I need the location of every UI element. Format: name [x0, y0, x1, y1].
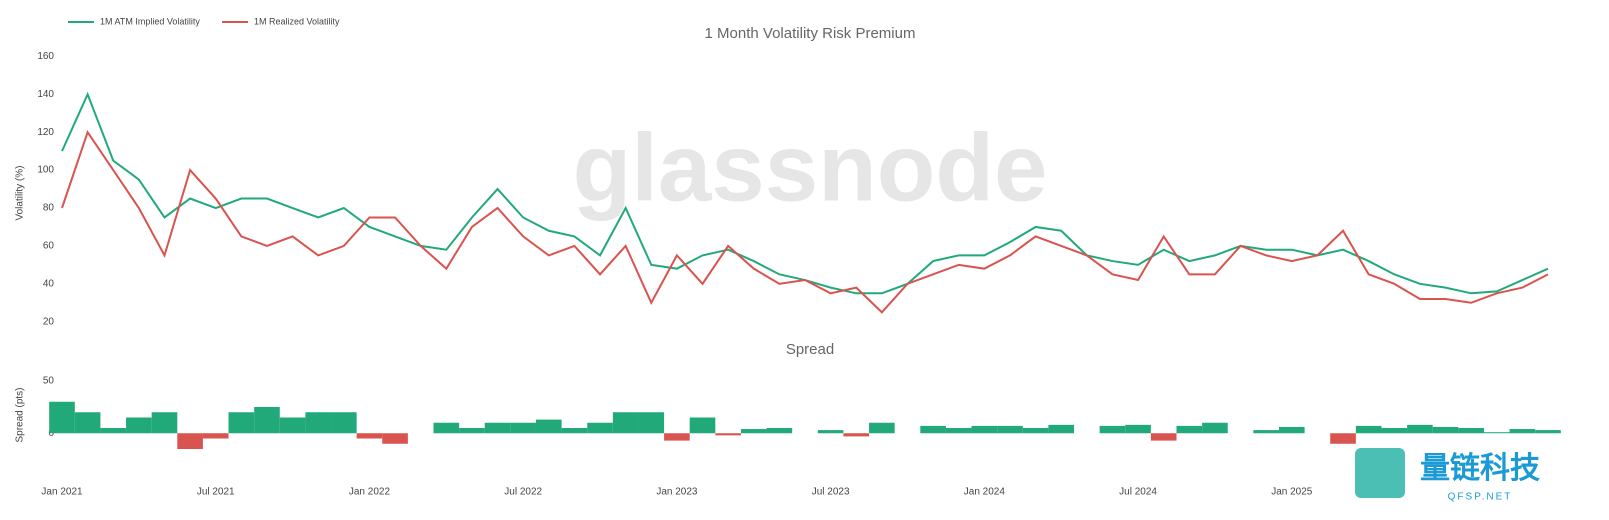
y-axis-label: Volatility (%) — [15, 165, 26, 220]
spread-bar — [945, 428, 972, 434]
spread-bar — [49, 401, 75, 434]
spread-bar — [1432, 426, 1459, 434]
chart-title: 1 Month Volatility Risk Premium — [705, 25, 916, 42]
spread-bar — [484, 422, 511, 434]
spread-bar — [612, 412, 639, 434]
spread-bar — [459, 428, 485, 434]
spread-bar — [766, 428, 793, 434]
spread-bar — [869, 422, 895, 434]
spread-bar — [126, 417, 152, 434]
spread-bar — [433, 422, 460, 434]
spread-bar — [382, 433, 408, 444]
spread-bar — [1202, 422, 1228, 434]
logo-url: QFSP.NET — [1448, 492, 1513, 503]
y-axis-label: Spread (pts) — [15, 387, 26, 442]
spread-bar — [664, 433, 690, 441]
spread-bar — [356, 433, 383, 439]
spread-bar — [689, 417, 716, 434]
spread-bar — [510, 422, 536, 434]
spread-bar — [1330, 433, 1356, 444]
y-tick-label: 0 — [48, 428, 54, 439]
spread-bar — [202, 433, 229, 439]
spread-bar — [1099, 425, 1126, 434]
x-tick-label: Jan 2025 — [1271, 487, 1313, 498]
spread-bar — [1278, 426, 1305, 434]
spread-bar — [715, 433, 741, 436]
logo-icon — [1355, 448, 1405, 498]
spread-bar — [1150, 433, 1177, 441]
y-tick-label: 80 — [43, 203, 55, 214]
spread-bar — [920, 425, 946, 434]
legend-label: 1M ATM Implied Volatility — [100, 16, 200, 26]
spread-bar — [561, 428, 588, 434]
x-tick-label: Jan 2023 — [656, 487, 698, 498]
watermark: glassnode — [573, 114, 1048, 221]
x-tick-label: Jan 2021 — [41, 487, 83, 498]
spread-bar — [1253, 430, 1279, 434]
y-tick-label: 40 — [43, 278, 55, 289]
x-tick-label: Jul 2023 — [812, 487, 850, 498]
spread-bar — [535, 419, 562, 434]
spread-bar — [100, 428, 127, 434]
spread-bar — [638, 412, 665, 434]
spread-bar — [254, 407, 280, 434]
spread-bar — [817, 430, 844, 434]
spread-bar — [1407, 424, 1433, 434]
spread-bar — [587, 422, 613, 434]
spread-bar — [331, 412, 357, 434]
y-tick-label: 140 — [37, 89, 54, 100]
spread-bar — [1176, 425, 1203, 434]
y-tick-label: 20 — [43, 316, 55, 327]
y-tick-label: 120 — [37, 127, 54, 138]
spread-bar — [305, 412, 332, 434]
y-tick-label: 100 — [37, 165, 54, 176]
legend-label: 1M Realized Volatility — [254, 16, 340, 26]
spread-bar — [1458, 428, 1484, 434]
y-tick-label: 160 — [37, 51, 54, 62]
x-tick-label: Jul 2021 — [197, 487, 235, 498]
x-tick-label: Jan 2022 — [349, 487, 391, 498]
spread-bar — [997, 425, 1023, 434]
spread-bar — [1535, 430, 1561, 434]
spread-bar — [971, 425, 998, 434]
spread-title: Spread — [786, 341, 834, 358]
logo-text: 量链科技 — [1420, 451, 1540, 485]
y-tick-label: 60 — [43, 241, 55, 252]
x-tick-label: Jan 2024 — [964, 487, 1006, 498]
spread-bar — [1355, 425, 1382, 434]
spread-bar — [228, 412, 255, 434]
spread-bar — [1483, 432, 1510, 434]
x-tick-label: Jul 2024 — [1119, 487, 1157, 498]
spread-bar — [740, 429, 767, 434]
spread-bar — [151, 412, 178, 434]
x-tick-label: Jul 2022 — [504, 487, 542, 498]
spread-bar — [74, 412, 101, 434]
spread-bar — [279, 417, 306, 434]
series-line — [61, 129, 1549, 314]
spread-bar — [1022, 428, 1049, 434]
spread-bar — [177, 433, 203, 449]
spread-bar — [1125, 424, 1151, 434]
spread-bar — [843, 433, 870, 437]
spread-bar — [1048, 424, 1075, 434]
y-tick-label: 50 — [43, 375, 55, 386]
spread-bar — [1509, 429, 1536, 434]
spread-bar — [1381, 428, 1408, 434]
